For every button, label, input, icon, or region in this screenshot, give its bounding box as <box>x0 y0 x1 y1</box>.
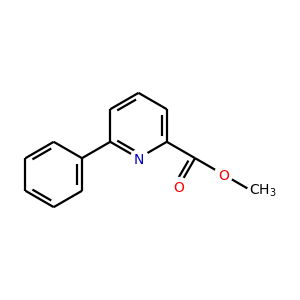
Text: N: N <box>133 153 144 167</box>
Text: CH$_3$: CH$_3$ <box>249 182 277 199</box>
Text: O: O <box>218 169 229 183</box>
Text: O: O <box>173 181 184 195</box>
